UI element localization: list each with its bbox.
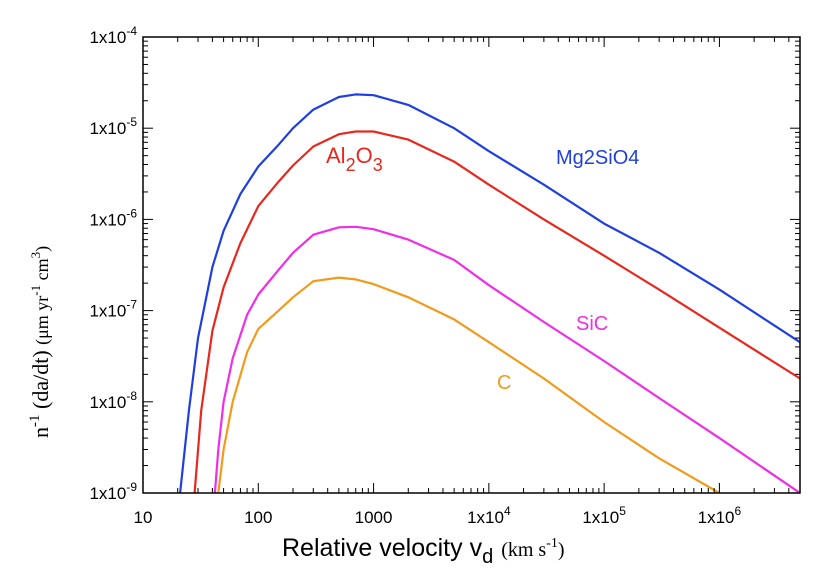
ylabel-n: n — [28, 427, 53, 438]
ylabel-unit-mid: cm — [32, 258, 52, 285]
series-layer — [179, 93, 800, 493]
plot-frame — [142, 36, 801, 494]
y-tick-label-0: 1x10-9 — [89, 480, 137, 503]
al2o3-al: Al — [326, 143, 346, 168]
x-tick-label-0: 10 — [134, 508, 153, 527]
x-tick-label-5: 1x106 — [698, 504, 742, 527]
ylabel-n-exp: -1 — [27, 415, 43, 428]
al2o3-o: O — [356, 143, 373, 168]
al2o3-sub1: 2 — [346, 155, 356, 175]
label-al2o3: Al2O3 — [326, 143, 383, 175]
ylabel-unit-close: ) — [32, 246, 53, 252]
series-line-al2o3 — [193, 130, 800, 493]
y-tick-label-2: 1x10-7 — [89, 298, 137, 321]
label-c: C — [497, 372, 511, 394]
x-axis-label: Relative velocity vd (km s-1) — [282, 534, 565, 568]
ylabel-unit-exp2: 3 — [28, 252, 43, 259]
y-tick-label-1: 1x10-8 — [89, 389, 137, 412]
xlabel-unit-exp: -1 — [546, 536, 558, 551]
series-line-c — [217, 276, 721, 493]
tick-labels: 10 100 1000 1x104 1x105 1x106 1x10-9 1x10-8 1x10… — [89, 24, 741, 527]
label-sic: SiC — [576, 313, 608, 335]
label-mg2sio4: Mg2SiO4 — [556, 147, 639, 169]
ylabel-unit-exp: -1 — [28, 285, 43, 296]
xlabel-unit: (km s — [501, 539, 546, 561]
y-axis-label: n-1 (da/dt) (μm yr-1 cm3) — [27, 246, 53, 438]
al2o3-sub2: 3 — [373, 155, 383, 175]
x-tick-label-1: 100 — [244, 508, 272, 527]
xlabel-sub: d — [482, 546, 493, 568]
ticks-layer — [142, 37, 801, 494]
y-tick-label-3: 1x10-6 — [89, 206, 137, 229]
x-tick-label-3: 1x104 — [467, 504, 511, 527]
xlabel-unit-close: ) — [558, 539, 565, 561]
series-line-mg2sio4 — [179, 93, 800, 493]
xlabel-main: Relative velocity v — [282, 534, 483, 562]
series-line-sic — [213, 225, 800, 493]
y-tick-label-5: 1x10-4 — [89, 24, 137, 47]
ylabel-unit: (μm yr — [32, 296, 53, 345]
ylabel-mid: (da/dt) — [28, 345, 53, 415]
y-tick-label-4: 1x10-5 — [89, 115, 137, 138]
x-tick-label-2: 1000 — [355, 508, 393, 527]
x-tick-label-4: 1x105 — [582, 504, 626, 527]
